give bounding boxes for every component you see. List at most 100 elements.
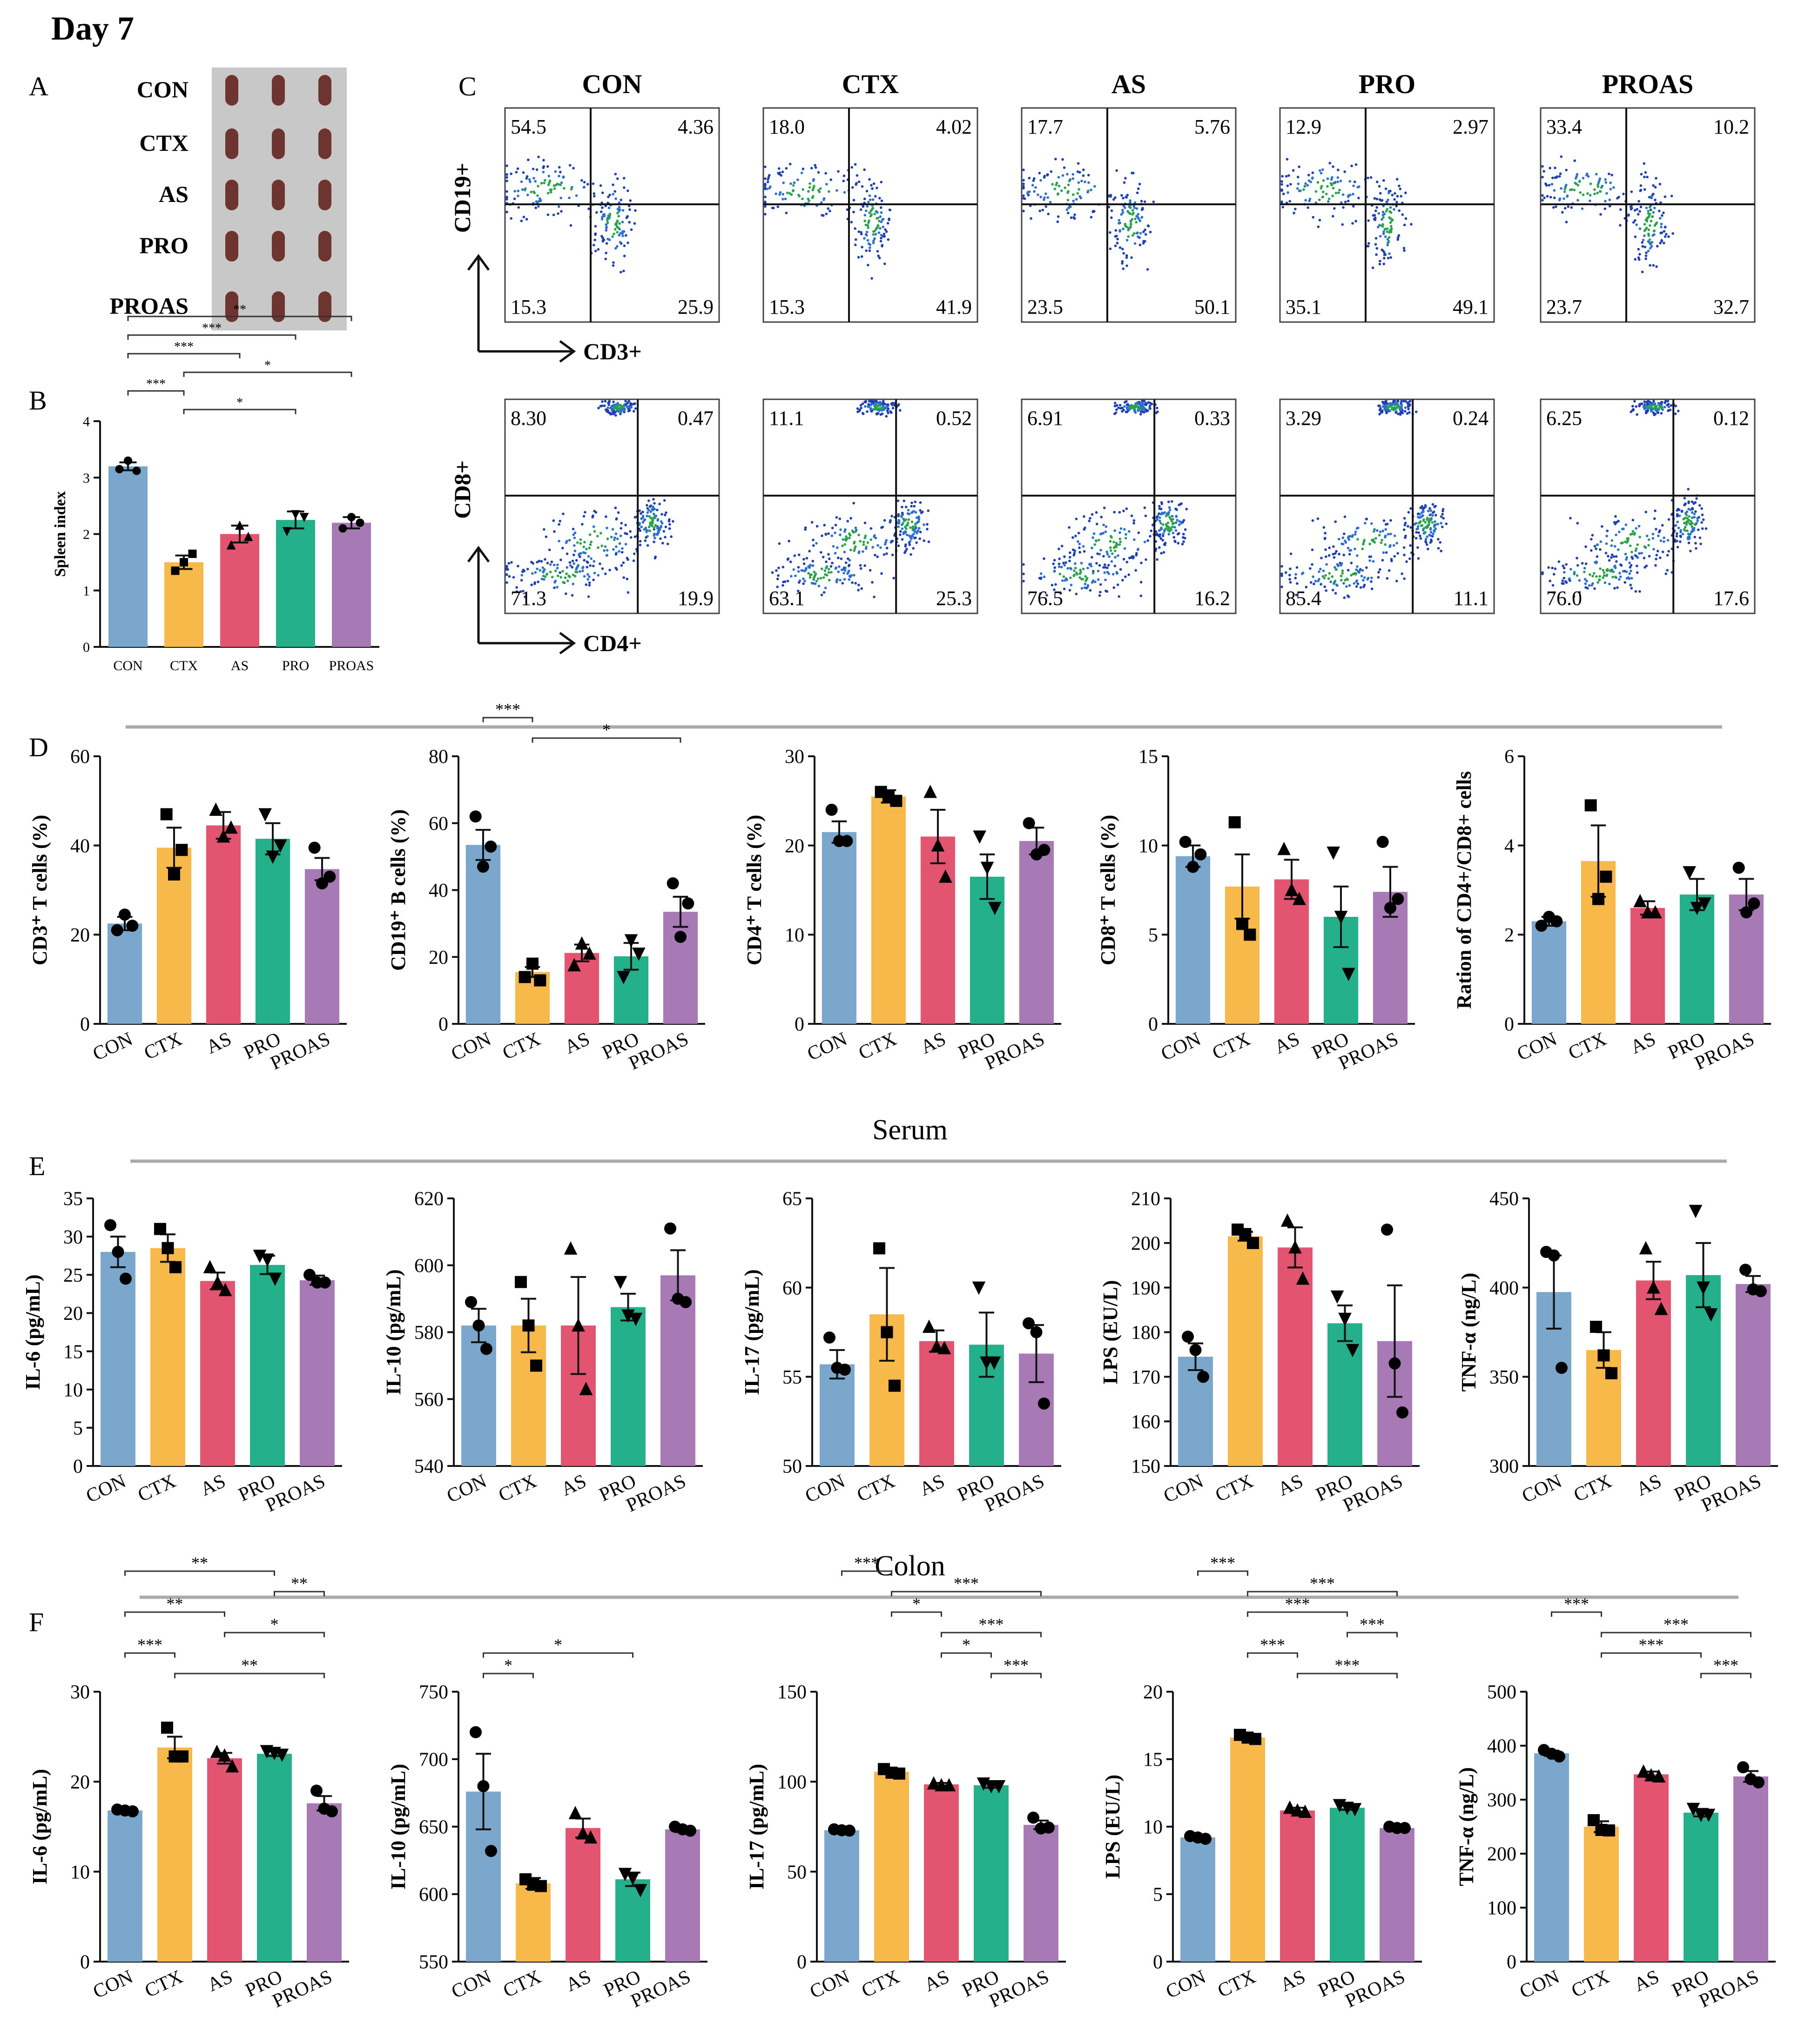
flow-event-dot	[797, 590, 800, 592]
flow-event-dot	[640, 517, 643, 520]
flow-event-dot	[543, 528, 546, 531]
bar	[1679, 894, 1715, 1024]
flow-event-dot	[863, 564, 866, 567]
flow-event-dot	[1428, 507, 1431, 510]
flow-event-dot	[666, 543, 669, 545]
flow-event-dot	[1343, 532, 1346, 535]
data-point	[126, 1805, 139, 1818]
flow-event-dot	[1655, 221, 1658, 224]
data-point	[583, 946, 596, 960]
x-tick-label: AS	[1631, 1966, 1663, 1996]
flow-event-dot	[1071, 536, 1074, 539]
data-point	[1334, 911, 1348, 924]
x-tick-label: CON	[444, 1470, 490, 1507]
bar	[1330, 1808, 1365, 1962]
flow-event-dot	[1690, 530, 1693, 533]
flow-event-dot	[1119, 540, 1122, 544]
y-axis-label: LPS (EU/L)	[1099, 1280, 1122, 1385]
flow-event-dot	[1416, 525, 1420, 528]
flow-event-dot	[663, 499, 666, 502]
data-point	[188, 549, 197, 558]
flow-event-dot	[1084, 582, 1087, 585]
flow-event-dot	[556, 574, 559, 578]
flow-event-dot	[1613, 565, 1616, 568]
data-point	[1030, 1326, 1043, 1338]
flow-event-dot	[877, 231, 881, 234]
flow-event-dot	[617, 404, 620, 408]
significance-bracket	[941, 1632, 1042, 1637]
flow-event-dot	[597, 406, 600, 410]
flow-event-dot	[1429, 513, 1432, 516]
flow-event-dot	[626, 578, 629, 580]
flow-event-dot	[875, 412, 878, 415]
data-point	[1376, 836, 1389, 848]
flow-event-dot	[1092, 570, 1095, 573]
flow-event-dot	[616, 208, 620, 211]
data-point	[1296, 1271, 1310, 1285]
flow-event-dot	[1576, 574, 1579, 577]
flow-event-dot	[1294, 573, 1297, 576]
flow-event-dot	[1133, 201, 1137, 204]
flow-event-dot	[1617, 195, 1620, 199]
flow-event-dot	[1542, 170, 1545, 173]
flow-event-dot	[1560, 187, 1563, 190]
flow-event-dot	[1115, 408, 1118, 411]
flow-event-dot	[1377, 576, 1380, 579]
flow-event-dot	[1437, 538, 1440, 541]
flow-event-dot	[1677, 526, 1680, 530]
flow-event-dot	[634, 209, 637, 212]
flow-event-dot	[1367, 219, 1370, 222]
significance-bracket	[1247, 1652, 1298, 1658]
flow-event-dot	[1084, 526, 1086, 530]
flow-event-dot	[871, 187, 874, 190]
flow-event-dot	[796, 178, 799, 182]
flow-event-dot	[814, 582, 817, 585]
flow-event-dot	[1096, 523, 1098, 525]
flow-event-dot	[1625, 558, 1628, 561]
flow-event-dot	[1541, 199, 1544, 202]
flow-event-dot	[1396, 236, 1400, 239]
data-point	[112, 1246, 124, 1258]
flow-event-dot	[1658, 209, 1661, 213]
bar	[919, 1341, 954, 1466]
flow-event-dot	[1653, 233, 1656, 236]
flow-event-dot	[1139, 581, 1143, 584]
flow-event-dot	[1386, 243, 1389, 247]
flow-event-dot	[1022, 579, 1025, 583]
flow-event-dot	[808, 182, 811, 185]
flow-event-dot	[1685, 523, 1688, 526]
flow-event-dot	[1127, 573, 1131, 576]
flow-event-dot	[632, 559, 635, 562]
flow-event-dot	[547, 175, 551, 178]
flow-event-dot	[534, 206, 537, 209]
y-axis-label: CD3⁺ T cells (%)	[28, 815, 51, 965]
data-point	[1293, 892, 1306, 905]
quadrant-lower-right: 25.3	[936, 587, 972, 610]
y-tick-label: 400	[1489, 1278, 1519, 1299]
flow-event-dot	[1077, 162, 1080, 165]
flow-event-dot	[1333, 556, 1336, 559]
flow-event-dot	[1362, 578, 1365, 582]
flow-event-dot	[1652, 403, 1655, 406]
flow-event-dot	[891, 539, 894, 543]
quadrant-lower-left: 23.7	[1546, 296, 1582, 318]
bar	[820, 1364, 855, 1466]
flow-event-dot	[1637, 248, 1640, 251]
flow-event-dot	[645, 536, 647, 539]
flow-event-dot	[1604, 200, 1607, 203]
flow-event-dot	[1280, 565, 1283, 568]
flow-event-dot	[1563, 207, 1567, 210]
flow-event-dot	[825, 560, 828, 563]
flow-event-dot	[1660, 222, 1663, 226]
flow-event-dot	[613, 411, 617, 414]
flow-event-dot	[1105, 551, 1108, 553]
flow-event-dot	[1589, 549, 1593, 552]
flow-event-dot	[876, 187, 878, 189]
flow-event-dot	[1038, 172, 1041, 175]
flow-event-dot	[1598, 179, 1601, 182]
flow-event-dot	[665, 511, 667, 514]
flow-event-dot	[517, 189, 520, 193]
flow-event-dot	[1053, 570, 1056, 573]
flow-event-dot	[1613, 521, 1616, 524]
